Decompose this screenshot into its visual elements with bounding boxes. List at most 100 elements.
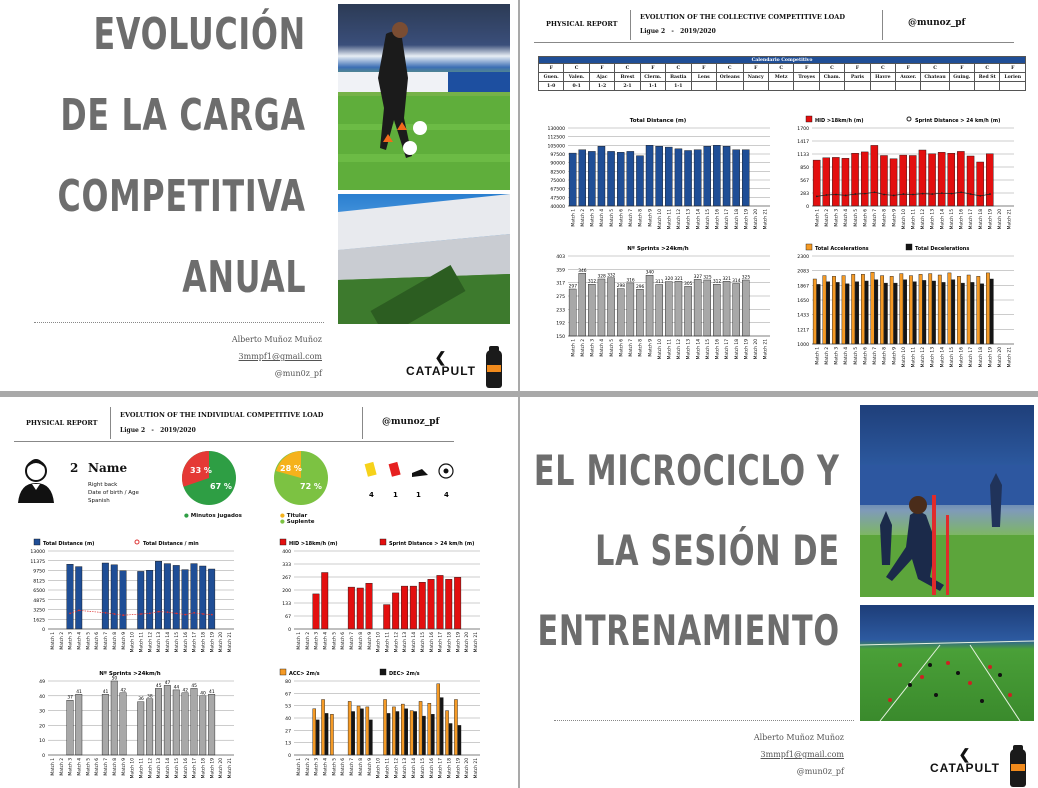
author-block: Alberto Muñoz Muñoz 3mmpf1@gmail.com @mu… bbox=[232, 331, 322, 382]
y-tick-label: 400 bbox=[282, 549, 291, 555]
x-tick-label: Match 6 bbox=[618, 339, 624, 357]
legend-marker bbox=[33, 538, 41, 546]
league-season: Ligue 2 - 2019/2020 bbox=[640, 28, 716, 35]
calendar-cell bbox=[793, 81, 820, 91]
x-tick-label: Match 2 bbox=[580, 209, 586, 227]
bar bbox=[855, 281, 859, 345]
bar bbox=[918, 274, 923, 345]
y-tick-label: 0 bbox=[288, 627, 291, 633]
x-tick-label: Match 19 bbox=[744, 209, 750, 230]
bar bbox=[588, 151, 596, 207]
x-tick-label: Match 9 bbox=[647, 209, 653, 227]
bar bbox=[722, 146, 731, 207]
x-tick-label: Match 17 bbox=[724, 209, 730, 230]
bar bbox=[812, 159, 821, 207]
slide-title-microciclo[interactable]: EL MICROCICLO Y LA SESIÓN DE ENTRENAMIEN… bbox=[520, 397, 1038, 788]
x-tick-label: Match 1 bbox=[296, 758, 302, 776]
slide-individual-load[interactable]: PHYSICAL REPORT EVOLUTION OF THE INDIVID… bbox=[0, 397, 518, 788]
x-tick-label: Match 21 bbox=[227, 758, 233, 779]
slide-title-evolucion[interactable]: EVOLUCIÓN DE LA CARGA COMPETITIVA ANUAL … bbox=[0, 0, 518, 391]
x-tick-label: Match 7 bbox=[628, 209, 634, 227]
x-tick-label: Match 7 bbox=[349, 632, 355, 650]
x-tick-label: Match 1 bbox=[814, 209, 820, 227]
bar bbox=[957, 276, 961, 345]
calendar-cell: F bbox=[999, 63, 1026, 73]
author-email[interactable]: 3mmpf1@gmail.com bbox=[238, 352, 322, 361]
bar bbox=[146, 570, 154, 630]
bar bbox=[66, 564, 74, 630]
x-tick-label: Match 14 bbox=[411, 758, 417, 779]
pie-label-28: 28 % bbox=[280, 464, 302, 473]
line-point bbox=[175, 612, 178, 615]
bar bbox=[351, 711, 355, 756]
x-tick-label: Match 19 bbox=[988, 209, 994, 230]
x-tick-label: Match 17 bbox=[192, 758, 198, 779]
calendar-cell: Guen. bbox=[537, 72, 565, 82]
bar-value-label: 40 bbox=[200, 690, 206, 696]
calendar-cell: C bbox=[818, 63, 846, 73]
title-line-1: EVOLUCIÓN bbox=[93, 9, 306, 60]
x-tick-label: Match 6 bbox=[94, 632, 100, 650]
pie-starter: 28 % 72 % ● Titular ● Suplente bbox=[272, 449, 332, 525]
chart-title: Total Distance (m) bbox=[630, 118, 687, 124]
y-tick-label: 27 bbox=[285, 728, 291, 734]
bar-value-label: 340 bbox=[646, 270, 655, 276]
x-tick-label: Match 5 bbox=[85, 758, 91, 776]
y-tick-label: 3250 bbox=[33, 608, 45, 614]
bar-value-label: 38 bbox=[147, 693, 153, 699]
calendar-title: Calendario Competitivo bbox=[538, 56, 1026, 64]
header-rule bbox=[14, 441, 454, 442]
y-tick-label: 13000 bbox=[30, 549, 45, 555]
x-tick-label: Match 15 bbox=[705, 339, 711, 360]
x-tick-label: Match 10 bbox=[657, 339, 663, 360]
bar bbox=[208, 694, 216, 756]
bar bbox=[137, 571, 145, 630]
x-tick-label: Match 10 bbox=[130, 632, 136, 653]
line-point bbox=[166, 611, 169, 614]
calendar-cell: C bbox=[563, 63, 590, 73]
chart-title: Nº Sprints >24km/h bbox=[99, 670, 161, 677]
bar bbox=[392, 592, 400, 630]
bar-value-label: 42 bbox=[182, 687, 188, 693]
calendar-cell bbox=[869, 81, 897, 91]
title-line-2: LA SESIÓN DE bbox=[595, 526, 840, 575]
line-point bbox=[210, 613, 213, 616]
bar bbox=[163, 563, 171, 630]
author-email[interactable]: 3mmpf1@gmail.com bbox=[760, 750, 844, 759]
bar-value-label: 325 bbox=[703, 275, 712, 281]
x-tick-label: Match 10 bbox=[901, 209, 907, 230]
bar bbox=[851, 153, 859, 207]
x-tick-label: Match 5 bbox=[331, 632, 337, 650]
y-tick-label: 1625 bbox=[33, 617, 45, 623]
legend-marker bbox=[379, 668, 387, 676]
calendar-cell bbox=[690, 81, 717, 91]
x-tick-label: Match 15 bbox=[174, 632, 180, 653]
line-point bbox=[202, 613, 204, 615]
bar bbox=[312, 708, 317, 756]
bar-value-label: 45 bbox=[191, 683, 197, 689]
title-line-4: ANUAL bbox=[181, 252, 306, 303]
x-tick-label: Match 16 bbox=[959, 209, 965, 230]
x-tick-label: Match 21 bbox=[763, 209, 769, 230]
legend-marker bbox=[905, 243, 913, 251]
x-tick-label: Match 17 bbox=[438, 632, 444, 653]
line-point bbox=[184, 613, 187, 616]
calendar-cell bbox=[715, 81, 744, 91]
bar bbox=[841, 275, 846, 345]
calendar-cell: Brest bbox=[614, 72, 641, 82]
brand-name: CATAPULT bbox=[406, 364, 476, 378]
x-tick-label: Match 2 bbox=[305, 758, 311, 776]
y-tick-label: 8125 bbox=[33, 578, 45, 584]
x-tick-label: Match 4 bbox=[77, 632, 83, 650]
x-tick-label: Match 6 bbox=[340, 758, 346, 776]
y-tick-label: 97500 bbox=[550, 152, 565, 158]
x-tick-label: Match 14 bbox=[939, 209, 945, 230]
line-point bbox=[960, 191, 962, 194]
x-tick-label: Match 18 bbox=[978, 209, 984, 230]
x-tick-label: Match 17 bbox=[192, 632, 198, 653]
author-handle: @mun0z_pf bbox=[274, 369, 322, 378]
bar bbox=[422, 715, 426, 756]
bar bbox=[664, 281, 673, 337]
slide-collective-load[interactable]: PHYSICAL REPORT EVOLUTION OF THE COLLECT… bbox=[520, 0, 1038, 391]
